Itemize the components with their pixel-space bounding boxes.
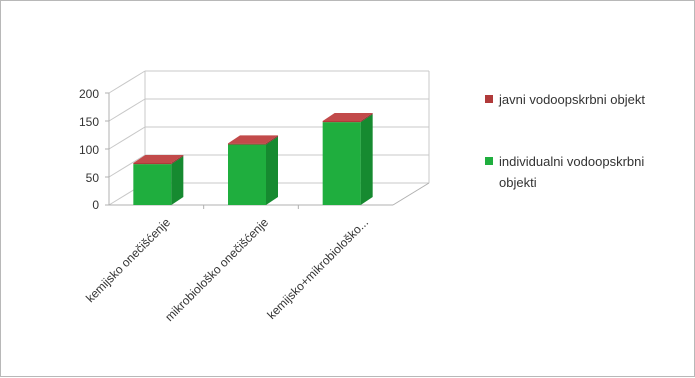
y-tick-label-100: 100 [79, 143, 99, 157]
gridline-left-2 [108, 126, 146, 150]
bar-javni-2 [322, 121, 361, 123]
y-tick-label-200: 200 [79, 87, 99, 101]
category-label-kemijsko: kemijsko onečišćenje [83, 215, 173, 305]
gridline-left-3 [108, 98, 146, 122]
bar-group-1 [228, 135, 278, 205]
y-axis-ticks: 0 50 100 150 200 [79, 87, 99, 212]
legend-label-javni: javni vodoopskrbni objekt [498, 92, 645, 107]
bar-individualni-side-0 [171, 156, 184, 205]
y-tick-label-50: 50 [86, 171, 100, 185]
category-label-mikrobiolosko: mikrobiološko onečišćenje [162, 215, 271, 324]
y-tick-label-150: 150 [79, 115, 99, 129]
bar-individualni-0 [133, 164, 172, 205]
legend-label-individualni-line1: individualni vodoopskrbni [499, 154, 644, 169]
bar-javni-side-0 [171, 155, 184, 165]
legend-label-individualni-line2: objekti [499, 175, 537, 190]
bar-group-2 [322, 113, 373, 205]
gridline-left-4 [108, 70, 146, 94]
bar-javni-top-1 [228, 135, 278, 144]
bar-javni-0 [133, 163, 172, 165]
bar-javni-side-1 [266, 135, 278, 145]
legend-swatch-javni [485, 95, 493, 103]
bar-javni-1 [228, 143, 266, 145]
bar-layer [133, 113, 373, 205]
bar-individualni-1 [228, 144, 266, 205]
legend: javni vodoopskrbni objekt individualni v… [485, 92, 645, 190]
bar-individualni-side-1 [266, 136, 278, 205]
bar-javni-top-0 [133, 155, 184, 163]
y-tick-label-0: 0 [92, 198, 99, 212]
bar-individualni-side-2 [360, 114, 373, 205]
bar-group-0 [133, 155, 184, 205]
x-axis-categories: kemijsko onečišćenje mikrobiološko oneči… [83, 215, 371, 324]
bar-individualni-2 [322, 122, 361, 205]
category-label-kemijsko-mikrobiolosko: kemijsko+mikrobiološko... [264, 215, 371, 322]
legend-swatch-individualni [485, 157, 493, 165]
bar-javni-side-2 [360, 113, 373, 123]
floor-right-edge [392, 182, 430, 206]
bar-javni-top-2 [322, 113, 373, 121]
gridline-left-1 [108, 154, 146, 178]
